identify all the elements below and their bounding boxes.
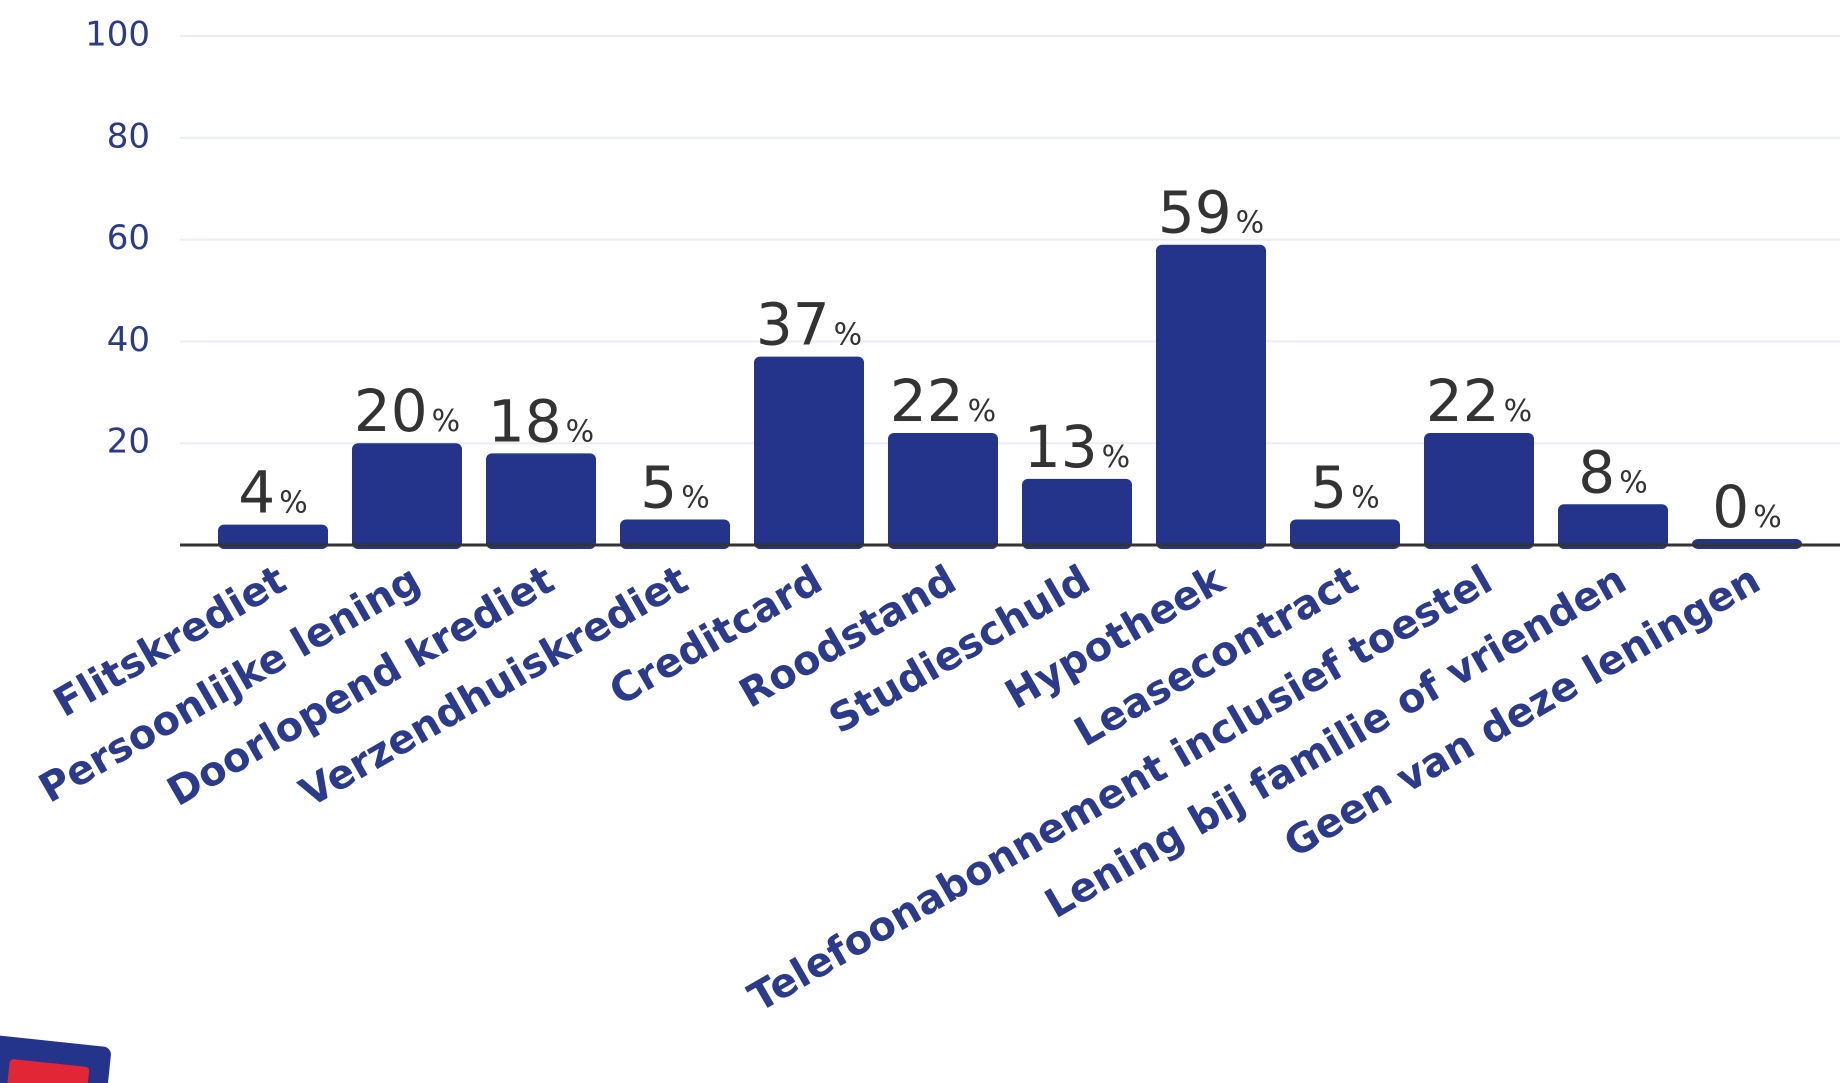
y-tick-label: 100 — [85, 15, 150, 55]
bar — [1156, 244, 1266, 549]
value-label: 4% — [238, 459, 307, 527]
y-tick-label: 40 — [107, 320, 150, 360]
y-tick-label: 80 — [107, 116, 150, 156]
bar — [1290, 519, 1400, 549]
decoration — [0, 1033, 111, 1083]
value-label: 22% — [1426, 367, 1532, 435]
value-label: 13% — [1024, 413, 1130, 481]
value-label: 0% — [1712, 473, 1781, 541]
value-label: 18% — [488, 387, 594, 455]
value-label: 20% — [354, 377, 460, 445]
bar — [888, 433, 998, 549]
bar — [218, 524, 328, 549]
bar — [352, 443, 462, 549]
bar — [1424, 433, 1534, 549]
bar — [754, 356, 864, 549]
value-label: 37% — [756, 291, 862, 359]
value-label: 5% — [640, 454, 709, 522]
bar — [1022, 478, 1132, 549]
value-label: 59% — [1158, 179, 1264, 247]
value-label: 5% — [1310, 454, 1379, 522]
bar — [486, 453, 596, 549]
value-label: 8% — [1578, 438, 1647, 506]
y-tick-label: 20 — [107, 422, 150, 462]
y-tick-label: 60 — [107, 218, 150, 258]
value-label: 22% — [890, 367, 996, 435]
bar — [1558, 504, 1668, 549]
bar — [620, 519, 730, 549]
